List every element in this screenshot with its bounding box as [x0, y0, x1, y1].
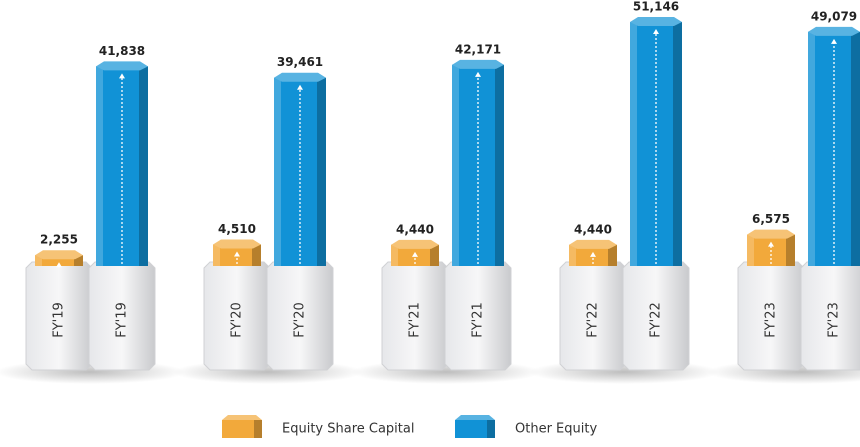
category-label: FY'23 [764, 302, 779, 338]
bar-side [608, 244, 617, 266]
value-label: 41,838 [99, 44, 145, 58]
bar-top [452, 59, 504, 69]
category-label: FY'19 [115, 302, 130, 338]
bar-highlight [35, 255, 42, 266]
bar-highlight [569, 244, 576, 266]
category-label: FY'21 [471, 302, 486, 338]
bar-arrowhead [234, 251, 240, 257]
bar-side [430, 244, 439, 266]
bar-arrowhead [590, 251, 596, 257]
bar-highlight [452, 64, 459, 266]
legend-swatch [455, 420, 495, 438]
bar-top [391, 239, 439, 249]
legend-swatch [222, 420, 262, 438]
bar-top [569, 239, 617, 249]
category-label: FY'22 [649, 302, 664, 338]
value-label: 4,510 [218, 222, 256, 236]
bar-side [851, 31, 860, 266]
legend-swatch-top [455, 415, 495, 420]
bar-top [213, 239, 261, 249]
category-label: FY'22 [586, 302, 601, 338]
bar-top [96, 61, 148, 71]
legend-swatch-side [487, 420, 495, 438]
bar-arrowhead [119, 73, 125, 79]
bar-highlight [808, 31, 815, 266]
bar-side [74, 255, 83, 266]
bar-top [630, 17, 682, 26]
legend-label: Equity Share Capital [282, 422, 414, 437]
value-label: 51,146 [633, 0, 679, 14]
value-label: 4,440 [396, 222, 434, 236]
category-label: FY'20 [293, 302, 308, 338]
value-label: 49,079 [811, 9, 857, 23]
bar-arrowhead [475, 71, 481, 77]
bar-arrowhead [56, 262, 62, 268]
category-label: FY'19 [52, 302, 67, 338]
bar-top [747, 229, 795, 239]
category-label: FY'20 [230, 302, 245, 338]
bar-highlight [391, 244, 398, 266]
bar-side [252, 244, 261, 266]
bar-arrowhead [412, 251, 418, 257]
value-label: 39,461 [277, 55, 323, 69]
category-label: FY'21 [408, 302, 423, 338]
bar-top [808, 26, 860, 36]
bar-side [673, 22, 682, 266]
bar-top [274, 72, 326, 82]
bar-highlight [274, 77, 281, 267]
bar-side [495, 64, 504, 266]
category-label: FY'23 [827, 302, 842, 338]
value-label: 4,440 [574, 222, 612, 236]
bar-highlight [630, 22, 637, 266]
value-label: 6,575 [752, 212, 790, 226]
bar-side [317, 77, 326, 267]
legend-swatch-top [222, 415, 262, 420]
bar-arrowhead [831, 38, 837, 44]
legend-label: Other Equity [515, 422, 597, 437]
legend-swatch-side [254, 420, 262, 438]
bar-side [139, 66, 148, 266]
bar [35, 255, 83, 266]
bar-highlight [213, 244, 220, 266]
bar-highlight [747, 234, 754, 266]
value-label: 2,255 [40, 233, 78, 247]
bar-top [35, 250, 83, 260]
bar-arrowhead [653, 29, 659, 34]
bar-arrowhead [297, 84, 303, 90]
bar-highlight [96, 66, 103, 266]
bar-arrowhead [768, 241, 774, 247]
bar-side [786, 234, 795, 266]
value-label: 42,171 [455, 42, 501, 56]
